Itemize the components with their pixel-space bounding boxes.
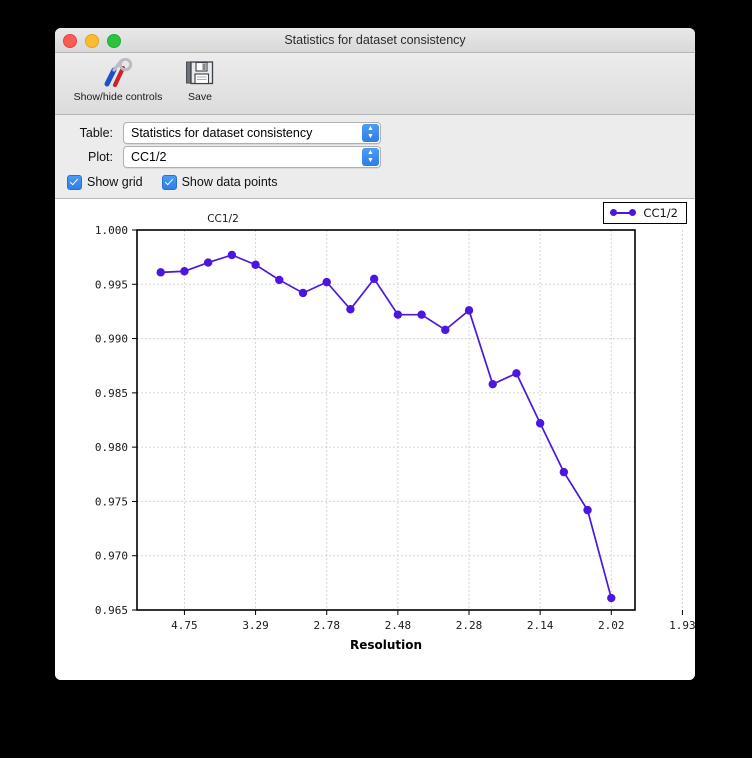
controls-panel: Table: Statistics for dataset consistenc… (55, 115, 695, 199)
save-button[interactable]: Save (175, 53, 225, 103)
svg-text:4.75: 4.75 (171, 619, 198, 632)
app-window: Statistics for dataset consistency (55, 28, 695, 680)
checkmark-icon (67, 174, 82, 190)
svg-text:0.965: 0.965 (95, 604, 128, 617)
checkbox-row: Show grid Show data points (55, 171, 695, 193)
svg-text:Resolution: Resolution (350, 638, 422, 652)
svg-text:3.29: 3.29 (242, 619, 268, 632)
svg-text:0.975: 0.975 (95, 495, 128, 508)
plot-row: Plot: CC1/2 ▲ ▼ (55, 145, 695, 169)
title-bar: Statistics for dataset consistency (55, 28, 695, 53)
svg-text:2.14: 2.14 (527, 619, 554, 632)
show-data-points-label: Show data points (181, 175, 278, 189)
svg-text:0.980: 0.980 (95, 441, 128, 454)
chevron-down-glyph: ▼ (367, 133, 374, 140)
table-label: Table: (79, 126, 113, 140)
plot-select-value: CC1/2 (131, 150, 167, 164)
svg-text:0.970: 0.970 (95, 550, 128, 563)
minimize-window-button[interactable] (85, 34, 99, 48)
svg-text:0.995: 0.995 (95, 278, 128, 291)
svg-text:2.78: 2.78 (313, 619, 340, 632)
show-grid-label: Show grid (87, 175, 143, 189)
show-hide-controls-button[interactable]: Show/hide controls (65, 53, 171, 103)
checkmark-icon (161, 174, 177, 190)
svg-text:1.93: 1.93 (669, 619, 695, 632)
chart-tick-marks (132, 229, 683, 615)
chart-canvas: 1.000 0.995 0.990 0.985 0.980 0.975 0.970 0.965… (95, 213, 695, 652)
legend-entry-label: CC1/2 (643, 206, 678, 220)
svg-text:2.02: 2.02 (598, 619, 625, 632)
show-data-points-checkbox[interactable]: Show data points (161, 174, 278, 190)
chevron-down-glyph: ▼ (367, 157, 374, 164)
svg-text:CC1/2: CC1/2 (207, 213, 239, 225)
show-hide-controls-label: Show/hide controls (73, 91, 163, 103)
traffic-lights (63, 34, 121, 48)
svg-text:1.000: 1.000 (95, 224, 128, 237)
tools-icon (101, 56, 135, 90)
show-grid-checkbox[interactable]: Show grid (67, 174, 143, 190)
chevron-up-glyph: ▲ (367, 125, 374, 132)
floppy-disk-icon (185, 56, 215, 90)
svg-text:2.48: 2.48 (385, 619, 412, 632)
chart-frame (136, 229, 636, 611)
chart-legend: CC1/2 (603, 202, 687, 224)
plot-area: CC1/2 1.000 0.995 0.990 0.985 0.980 0.975 0.97… (55, 199, 695, 680)
chevron-updown-icon: ▲ ▼ (362, 148, 379, 166)
svg-text:0.985: 0.985 (95, 387, 128, 400)
chevron-up-glyph: ▲ (367, 149, 374, 156)
chart-labels: 1.000 0.995 0.990 0.985 0.980 0.975 0.970 0.965… (95, 213, 695, 652)
svg-text:0.990: 0.990 (95, 333, 128, 346)
save-label: Save (188, 91, 212, 103)
toolbar: Show/hide controls Save (55, 53, 695, 115)
plot-select[interactable]: CC1/2 ▲ ▼ (123, 146, 381, 168)
maximize-window-button[interactable] (107, 34, 121, 48)
close-window-button[interactable] (63, 34, 77, 48)
table-row: Table: Statistics for dataset consistenc… (55, 121, 695, 145)
svg-text:2.28: 2.28 (456, 619, 483, 632)
chart-series (156, 250, 616, 603)
chevron-updown-icon: ▲ ▼ (362, 124, 379, 142)
legend-line-marker-icon (610, 209, 637, 217)
table-select[interactable]: Statistics for dataset consistency ▲ ▼ (123, 122, 381, 144)
chart-gridlines (137, 230, 683, 610)
table-select-value: Statistics for dataset consistency (131, 126, 313, 140)
plot-label: Plot: (87, 150, 113, 164)
window-title: Statistics for dataset consistency (284, 33, 466, 47)
